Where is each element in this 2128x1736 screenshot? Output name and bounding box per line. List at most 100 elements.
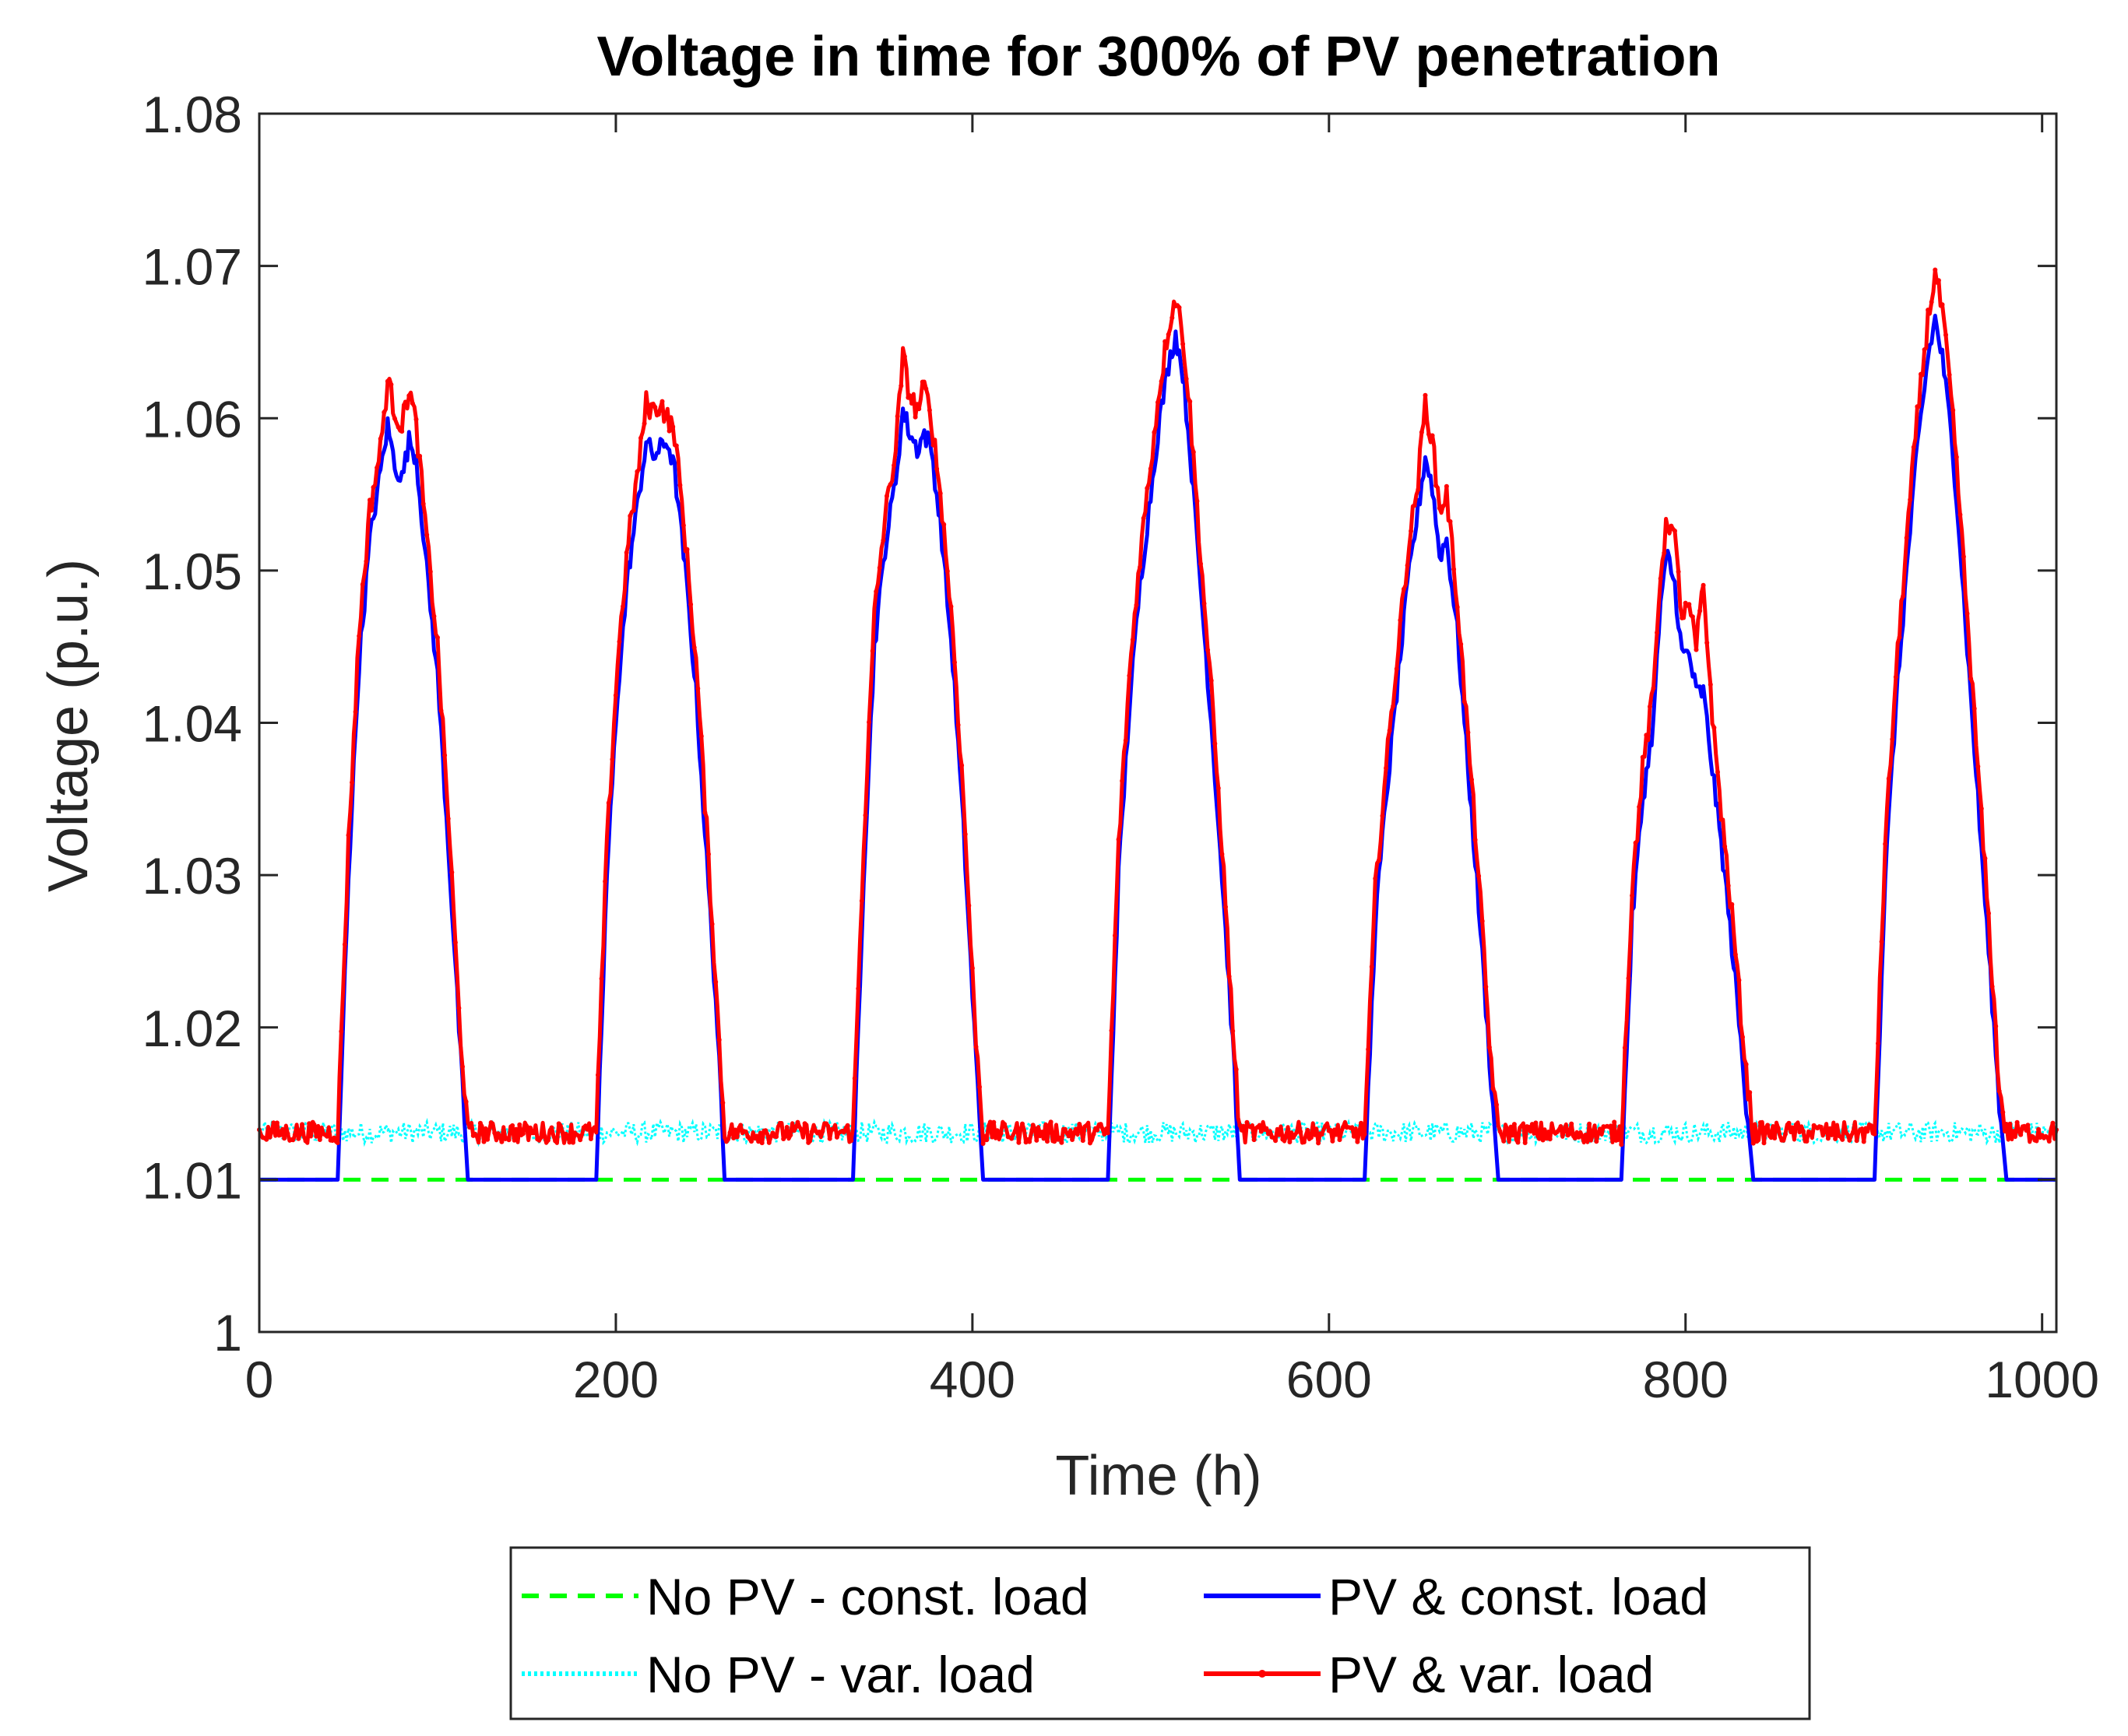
series-marker-pv-var-load	[1547, 1137, 1553, 1142]
series-marker-pv-var-load	[1273, 1138, 1279, 1144]
series-marker-pv-var-load	[2007, 1121, 2013, 1126]
series-marker-pv-var-load	[1725, 883, 1731, 888]
series-marker-pv-var-load	[1223, 905, 1228, 909]
series-marker-pv-var-load	[596, 1072, 600, 1077]
series-marker-pv-var-load	[289, 1137, 294, 1142]
series-marker-pv-var-load	[1697, 608, 1703, 613]
series-marker-pv-var-load	[1012, 1128, 1018, 1133]
series-marker-pv-var-load	[969, 965, 975, 971]
series-marker-pv-var-load	[987, 1119, 993, 1125]
series-marker-pv-var-load	[382, 409, 387, 415]
series-marker-pv-var-load	[538, 1135, 543, 1140]
series-marker-pv-var-load	[1861, 1139, 1866, 1144]
series-marker-pv-var-load	[1648, 704, 1652, 709]
series-marker-pv-var-load	[845, 1123, 850, 1128]
series-marker-pv-var-load	[1409, 529, 1414, 534]
series-marker-pv-var-load	[314, 1133, 319, 1139]
series-marker-pv-var-load	[1138, 564, 1143, 570]
series-marker-pv-var-load	[1479, 919, 1485, 924]
series-marker-pv-var-load	[1676, 569, 1681, 575]
series-marker-pv-var-load	[806, 1140, 811, 1145]
series-marker-pv-var-load	[1743, 1062, 1749, 1067]
series-marker-pv-var-load	[1940, 302, 1945, 307]
series-marker-pv-var-load	[1326, 1128, 1331, 1133]
series-marker-pv-var-load	[1605, 1123, 1609, 1129]
series-marker-pv-var-load	[1045, 1139, 1050, 1144]
series-marker-pv-var-load	[899, 383, 904, 388]
series-marker-pv-var-load	[1665, 525, 1670, 530]
series-marker-pv-var-load	[1790, 1125, 1796, 1130]
series-marker-pv-var-load	[517, 1122, 522, 1127]
series-marker-pv-var-load	[1757, 1120, 1763, 1125]
legend-label-3: PV & var. load	[1328, 1646, 1654, 1703]
series-marker-pv-var-load	[1258, 1129, 1264, 1134]
series-marker-pv-var-load	[1872, 1131, 1877, 1137]
series-marker-pv-var-load	[1772, 1136, 1778, 1140]
series-marker-pv-var-load	[734, 1134, 740, 1140]
series-marker-pv-var-load	[834, 1134, 839, 1140]
series-marker-pv-var-load	[892, 462, 897, 468]
series-marker-pv-var-load	[1023, 1140, 1029, 1145]
series-marker-pv-var-load	[849, 1138, 854, 1144]
series-marker-pv-var-load	[535, 1137, 540, 1142]
series-marker-pv-var-load	[1619, 1142, 1624, 1147]
series-marker-pv-var-load	[784, 1125, 790, 1130]
series-marker-pv-var-load	[307, 1121, 312, 1126]
series-marker-pv-var-load	[310, 1119, 315, 1125]
series-marker-pv-var-load	[1233, 1067, 1239, 1072]
series-marker-pv-var-load	[1690, 614, 1695, 620]
series-marker-pv-var-load	[1680, 615, 1685, 620]
series-marker-pv-var-load	[802, 1121, 807, 1126]
series-marker-pv-var-load	[1562, 1127, 1567, 1133]
series-marker-pv-var-load	[1993, 1024, 1999, 1029]
series-marker-pv-var-load	[1775, 1126, 1781, 1131]
y-tick-label: 1.08	[142, 86, 242, 143]
series-marker-pv-var-load	[952, 659, 957, 665]
legend-label-1: PV & const. load	[1328, 1568, 1708, 1625]
series-marker-pv-var-load	[1975, 764, 1981, 769]
series-marker-pv-var-load	[966, 903, 972, 908]
series-marker-pv-var-load	[723, 1139, 729, 1144]
series-marker-pv-var-load	[1291, 1135, 1296, 1140]
series-marker-pv-var-load	[1569, 1121, 1574, 1126]
series-marker-pv-var-load	[1170, 315, 1175, 321]
series-marker-pv-var-load	[335, 1140, 340, 1145]
series-marker-pv-var-load	[1558, 1124, 1563, 1129]
series-marker-pv-var-load	[342, 942, 347, 947]
series-marker-pv-var-load	[859, 898, 864, 904]
series-marker-pv-var-load	[1601, 1124, 1606, 1130]
series-marker-pv-var-load	[881, 538, 886, 543]
series-marker-pv-var-load	[727, 1130, 733, 1135]
series-marker-pv-var-load	[1658, 576, 1663, 582]
series-marker-pv-var-load	[578, 1137, 583, 1143]
series-marker-pv-var-load	[2014, 1119, 2020, 1125]
series-marker-pv-var-load	[560, 1130, 565, 1134]
series-marker-pv-var-load	[585, 1126, 590, 1132]
series-marker-pv-var-load	[1472, 837, 1478, 842]
series-marker-pv-var-load	[1843, 1130, 1848, 1135]
series-marker-pv-var-load	[1120, 778, 1125, 784]
series-marker-pv-var-load	[1002, 1122, 1008, 1127]
series-marker-pv-var-load	[1394, 666, 1399, 672]
series-marker-pv-var-load	[698, 733, 704, 739]
series-marker-pv-var-load	[691, 645, 697, 650]
x-tick-label: 0	[245, 1351, 274, 1408]
series-marker-pv-var-load	[1298, 1129, 1303, 1134]
series-marker-pv-var-load	[941, 522, 947, 527]
series-marker-pv-var-load	[1373, 876, 1378, 881]
y-tick-label: 1.03	[142, 847, 242, 905]
series-marker-pv-var-load	[1732, 952, 1738, 958]
series-marker-pv-var-load	[1519, 1123, 1525, 1129]
series-marker-pv-var-load	[1950, 408, 1956, 413]
ticks-layer: 0 200 400 600 800 1000 1 1.01 1.02 1.03 1.04 1.05 1.…	[142, 86, 2100, 1408]
series-marker-pv-var-load	[588, 1137, 593, 1141]
series-marker-pv-var-load	[1822, 1129, 1827, 1134]
y-tick-label: 1.06	[142, 390, 242, 448]
legend: No PV - const. load PV & const. load No …	[509, 1546, 1811, 1720]
y-tick-label: 1.05	[142, 543, 242, 600]
series-marker-pv-var-load	[1793, 1122, 1799, 1127]
series-marker-pv-var-load	[628, 513, 633, 518]
series-marker-pv-var-load	[1248, 1124, 1254, 1130]
series-marker-pv-var-load	[413, 416, 419, 422]
series-marker-pv-var-load	[1890, 736, 1895, 742]
